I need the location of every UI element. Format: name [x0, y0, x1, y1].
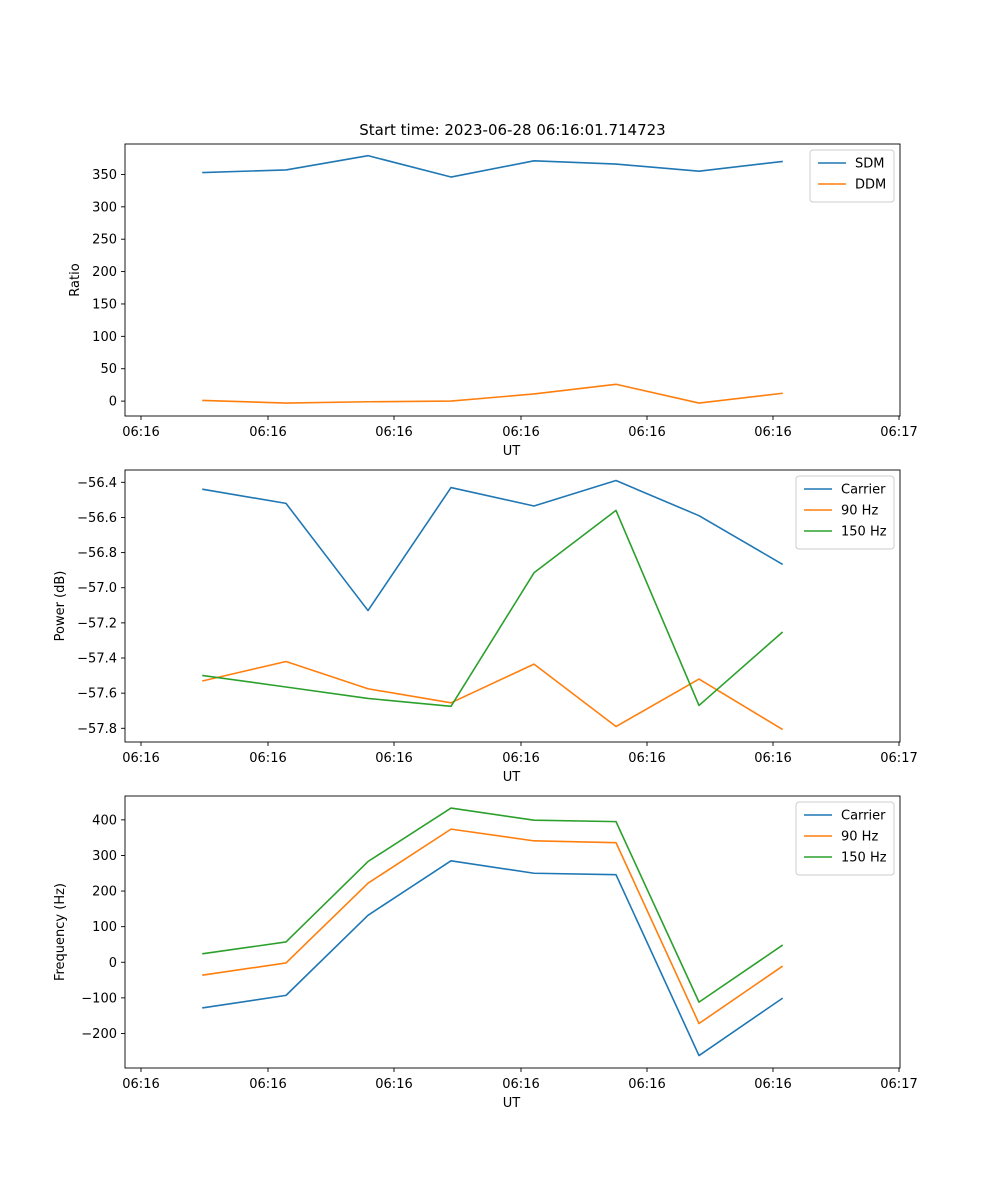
- legend: Carrier 90 Hz 150 Hz: [795, 475, 895, 550]
- x-axis-label: UT: [503, 1096, 521, 1111]
- y-tick-label: 250: [92, 233, 117, 248]
- series-line-90-hz: [202, 828, 784, 1025]
- y-tick-label: 300: [92, 200, 117, 215]
- y-tick-label: 150: [92, 297, 117, 312]
- y-tick-label: 200: [92, 265, 117, 280]
- x-tick-label: 06:16: [249, 425, 286, 440]
- series-line-150-hz: [202, 509, 784, 708]
- y-tick-label: −57.2: [77, 616, 117, 631]
- subplot-3: 06:16 06:16 06:16 06:16 06:16 06:16 06:17 400 30…: [53, 795, 918, 1111]
- axes-frame: [124, 143, 901, 417]
- x-tick-label: 06:16: [122, 425, 159, 440]
- axes-frame: [124, 469, 901, 743]
- x-tick-label: 06:16: [754, 751, 791, 766]
- x-tick-label: 06:16: [754, 425, 791, 440]
- legend: SDM DDM: [809, 149, 895, 203]
- x-axis-label: UT: [503, 444, 521, 459]
- x-tick-label: 06:16: [502, 425, 539, 440]
- legend-entry-label: 90 Hz: [841, 830, 878, 845]
- x-tick-label: 06:16: [628, 425, 665, 440]
- x-tick-label: 06:17: [880, 425, 917, 440]
- x-tick-label: 06:16: [122, 751, 159, 766]
- y-tick-label: −57.4: [77, 652, 117, 667]
- y-axis-label: Frequency (Hz): [53, 883, 68, 981]
- y-tick-label: 100: [92, 920, 117, 935]
- subplot-1: 06:16 06:16 06:16 06:16 06:16 06:16 06:17 0 50 10…: [68, 143, 918, 459]
- legend-entry-label: Carrier: [841, 483, 886, 498]
- x-tick-label: 06:17: [880, 1077, 917, 1092]
- y-tick-label: −56.8: [77, 546, 117, 561]
- x-tick-label: 06:17: [880, 751, 917, 766]
- x-tick-label: 06:16: [628, 751, 665, 766]
- y-tick-label: −57.6: [77, 687, 117, 702]
- legend-entry-label: 90 Hz: [841, 504, 878, 519]
- x-tick-label: 06:16: [249, 1077, 286, 1092]
- series-line-150-hz: [202, 807, 784, 1003]
- y-tick-label: 50: [100, 362, 117, 377]
- y-tick-label: −57.0: [77, 581, 117, 596]
- y-tick-label: 350: [92, 168, 117, 183]
- y-axis-label: Power (dB): [53, 571, 68, 642]
- x-tick-label: 06:16: [249, 751, 286, 766]
- series-line-90-hz: [202, 660, 784, 731]
- legend-entry-label: Carrier: [841, 809, 886, 824]
- x-tick-label: 06:16: [375, 751, 412, 766]
- y-tick-label: 400: [92, 813, 117, 828]
- y-tick-label: −56.6: [77, 511, 117, 526]
- legend-entry-label: SDM: [855, 157, 884, 172]
- y-tick-label: 0: [109, 956, 117, 971]
- x-tick-label: 06:16: [122, 1077, 159, 1092]
- x-tick-label: 06:16: [628, 1077, 665, 1092]
- y-axis-label: Ratio: [68, 263, 83, 296]
- legend-entry-label: 150 Hz: [841, 525, 887, 540]
- x-tick-label: 06:16: [375, 1077, 412, 1092]
- x-tick-label: 06:16: [754, 1077, 791, 1092]
- series-line-carrier: [202, 859, 784, 1057]
- series-line-carrier: [202, 479, 784, 612]
- subplot-2: 06:16 06:16 06:16 06:16 06:16 06:16 06:17 −56.4…: [53, 469, 918, 785]
- y-tick-label: 200: [92, 885, 117, 900]
- x-tick-label: 06:16: [375, 425, 412, 440]
- axes-frame: [124, 795, 901, 1069]
- figure-title: Start time: 2023-06-28 06:16:01.714723: [359, 121, 665, 139]
- x-tick-label: 06:16: [502, 1077, 539, 1092]
- legend: Carrier 90 Hz 150 Hz: [795, 801, 895, 876]
- legend-entry-label: 150 Hz: [841, 851, 887, 866]
- x-tick-label: 06:16: [502, 751, 539, 766]
- y-tick-label: 100: [92, 330, 117, 345]
- y-tick-label: −57.8: [77, 722, 117, 737]
- x-axis-label: UT: [503, 770, 521, 785]
- y-tick-label: −100: [81, 991, 117, 1006]
- legend-entry-label: DDM: [855, 178, 886, 193]
- plots: 06:16 06:16 06:16 06:16 06:16 06:16 06:17 0 50 10…: [53, 143, 918, 1111]
- y-tick-label: 0: [109, 395, 117, 410]
- series-line-ddm: [202, 383, 783, 404]
- y-tick-label: −56.4: [77, 476, 117, 491]
- y-tick-label: 300: [92, 849, 117, 864]
- y-tick-label: −200: [81, 1027, 117, 1042]
- series-line-sdm: [202, 154, 783, 178]
